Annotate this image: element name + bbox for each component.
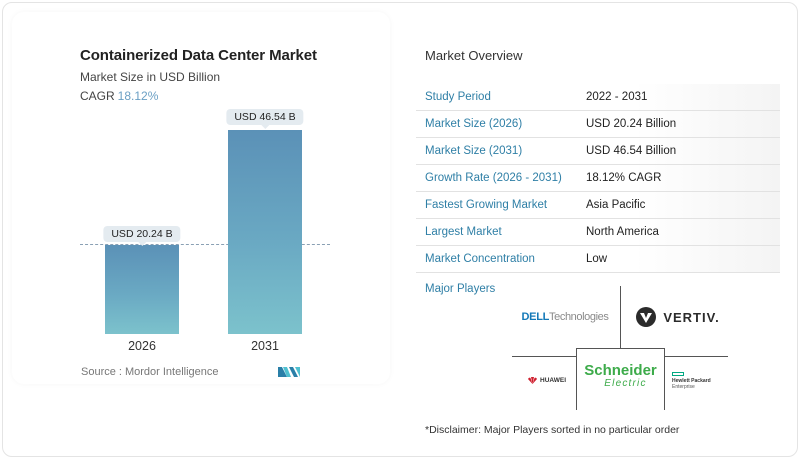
vertiv-logo-text: VERTIV.	[663, 309, 720, 325]
huawei-logo: HUAWEI	[518, 370, 576, 390]
dell-logo-subtext: Technologies	[549, 311, 609, 323]
vertiv-mark-icon	[636, 307, 657, 327]
source-label: Source :	[81, 366, 122, 378]
hpe-logo-subtext: Enterprise	[672, 384, 695, 390]
overview-key: Market Concentration	[425, 253, 535, 265]
overview-title: Market Overview	[425, 48, 523, 63]
overview-value: Asia Pacific	[586, 199, 646, 211]
chart-subtitle: Market Size in USD Billion	[80, 70, 221, 84]
bar-plot: USD 20.24 B USD 46.54 B 2026 2031	[80, 100, 330, 353]
huawei-logo-text: HUAWEI	[540, 376, 566, 384]
overview-row-concentration: Market Concentration Low	[416, 246, 780, 273]
overview-table: Study Period 2022 - 2031 Market Size (20…	[416, 84, 780, 273]
x-tick-2031: 2031	[251, 339, 279, 353]
bar-value-label-2031: USD 46.54 B	[226, 109, 304, 129]
overview-value: Low	[586, 253, 608, 265]
grid-line	[512, 356, 576, 357]
hpe-logo-text: Hewlett Packard	[672, 378, 711, 384]
bar-value-label-2026: USD 20.24 B	[103, 226, 181, 246]
hpe-element-icon	[672, 372, 684, 376]
chart-card	[12, 12, 390, 384]
overview-row-market-size-2026: Market Size (2026) USD 20.24 Billion	[416, 111, 780, 138]
reference-dashed-line	[80, 244, 330, 245]
schneider-logo-subtext: Electric	[604, 377, 647, 389]
bar-2026	[105, 245, 179, 334]
grid-line	[664, 356, 728, 357]
overview-row-growth-rate: Growth Rate (2026 - 2031) 18.12% CAGR	[416, 165, 780, 192]
overview-key: Market Size (2031)	[425, 145, 523, 157]
grid-line	[576, 348, 577, 410]
cagr-value: 18.12%	[117, 89, 159, 103]
cagr-label: CAGR	[80, 89, 115, 103]
grid-line	[620, 286, 621, 348]
schneider-electric-logo: Schneider Electric	[577, 356, 664, 396]
overview-key: Study Period	[425, 91, 491, 103]
overview-value: USD 46.54 Billion	[586, 145, 677, 157]
overview-key: Market Size (2026)	[425, 118, 523, 130]
overview-row-largest-market: Largest Market North America	[416, 219, 780, 246]
overview-value: 18.12% CAGR	[586, 172, 662, 184]
overview-key: Fastest Growing Market	[425, 199, 548, 211]
overview-row-market-size-2031: Market Size (2031) USD 46.54 Billion	[416, 138, 780, 165]
bar-2031	[228, 130, 302, 334]
vertiv-logo: VERTIV.	[628, 304, 728, 330]
source-line: Source : Mordor Intelligence	[81, 366, 219, 378]
chart-cagr: CAGR 18.12%	[80, 89, 158, 103]
overview-key: Growth Rate (2026 - 2031)	[425, 172, 562, 184]
overview-value: North America	[586, 226, 659, 238]
dell-logo-text: DELL	[521, 311, 550, 323]
overview-value: 2022 - 2031	[586, 91, 648, 103]
overview-row-fastest-growing: Fastest Growing Market Asia Pacific	[416, 192, 780, 219]
overview-value: USD 20.24 Billion	[586, 118, 677, 130]
source-name: Mordor Intelligence	[124, 366, 219, 378]
mordor-intelligence-logo-icon	[278, 367, 300, 377]
overview-key: Largest Market	[425, 226, 502, 238]
dell-technologies-logo: DELL Technologies	[512, 306, 618, 328]
chart-title: Containerized Data Center Market	[80, 47, 317, 64]
overview-row-study-period: Study Period 2022 - 2031	[416, 84, 780, 111]
huawei-petal-icon	[528, 376, 537, 384]
major-players-title: Major Players	[425, 283, 496, 295]
major-players-logo-grid: DELL Technologies VERTIV. HUAWEI Schneide…	[510, 286, 730, 410]
disclaimer: *Disclaimer: Major Players sorted in no …	[425, 424, 680, 436]
hewlett-packard-enterprise-logo: Hewlett Packard Enterprise	[672, 368, 728, 394]
x-tick-2026: 2026	[128, 339, 156, 353]
grid-line	[576, 348, 664, 349]
grid-line	[664, 348, 665, 410]
schneider-logo-text: Schneider	[584, 361, 657, 379]
